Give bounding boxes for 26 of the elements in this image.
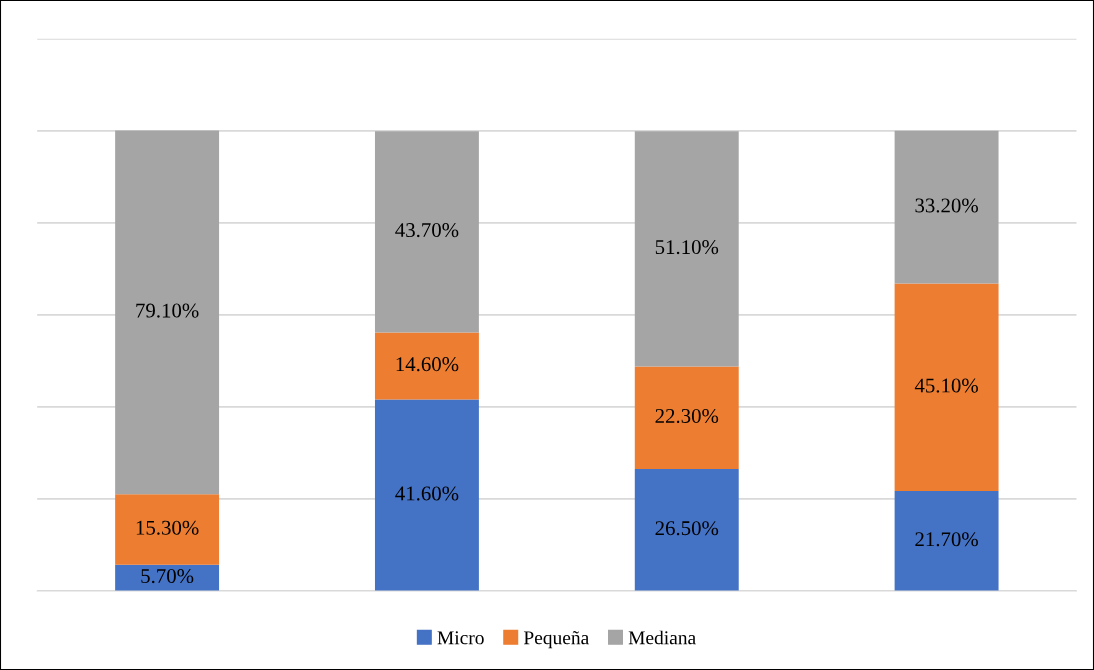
bar — [894, 283, 999, 492]
bar — [634, 469, 739, 591]
bar — [374, 131, 479, 333]
legend-label: Mediana — [628, 630, 696, 645]
bar — [115, 130, 220, 495]
bar — [374, 332, 479, 400]
data-label: 21.70% — [915, 532, 978, 547]
bar — [374, 399, 479, 591]
data-label: 26.50% — [655, 521, 719, 536]
legend-label: Pequeña — [523, 631, 589, 649]
bar — [634, 366, 739, 470]
bar — [634, 131, 739, 367]
data-label: 51.10% — [655, 240, 719, 255]
data-label: 79.10% — [136, 303, 199, 318]
data-label: 43.70% — [395, 223, 459, 238]
data-label: 41.60% — [395, 486, 459, 501]
data-label: 5.70% — [141, 568, 194, 584]
data-label: 33.20% — [915, 198, 978, 213]
legend-label: Micro — [437, 631, 484, 645]
data-label: 15.30% — [136, 520, 199, 535]
bar — [115, 494, 220, 565]
bar — [894, 491, 999, 591]
data-label: 45.10% — [914, 378, 978, 393]
data-label: 14.60% — [396, 357, 459, 372]
data-label: 22.30% — [655, 408, 719, 424]
bar — [894, 130, 999, 284]
